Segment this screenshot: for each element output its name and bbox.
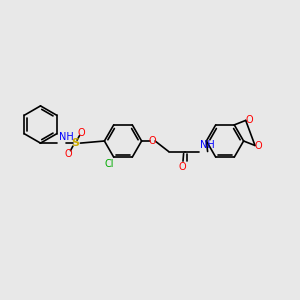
Text: O: O bbox=[245, 116, 253, 125]
Text: O: O bbox=[148, 136, 156, 146]
Text: NH: NH bbox=[200, 140, 215, 150]
Text: O: O bbox=[64, 148, 72, 159]
Text: NH: NH bbox=[58, 132, 73, 142]
Text: O: O bbox=[178, 162, 186, 172]
Text: O: O bbox=[255, 140, 262, 151]
Text: S: S bbox=[71, 138, 79, 148]
Text: O: O bbox=[78, 128, 86, 138]
Text: Cl: Cl bbox=[104, 159, 114, 169]
